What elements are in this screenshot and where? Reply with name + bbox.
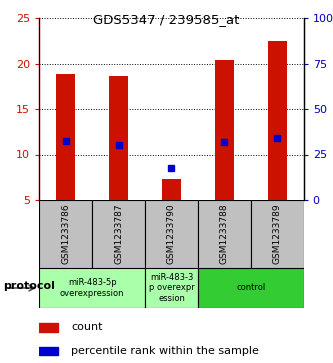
Text: GSM1233787: GSM1233787 [114, 204, 123, 264]
Bar [198, 268, 304, 308]
Bar [109, 76, 128, 200]
Bar [145, 200, 198, 268]
Bar [39, 323, 58, 331]
Text: GSM1233786: GSM1233786 [61, 204, 70, 264]
Text: GSM1233790: GSM1233790 [167, 204, 176, 264]
Bar [198, 200, 251, 268]
Bar [57, 74, 75, 200]
Text: miR-483-3
p overexpr
ession: miR-483-3 p overexpr ession [149, 273, 194, 303]
Bar [162, 179, 181, 200]
Bar [39, 268, 145, 308]
Bar [251, 200, 304, 268]
Bar [268, 41, 286, 200]
Bar [145, 268, 198, 308]
Text: GSM1233789: GSM1233789 [273, 204, 282, 264]
Text: count: count [71, 322, 103, 332]
Text: percentile rank within the sample: percentile rank within the sample [71, 346, 259, 356]
Text: protocol: protocol [3, 281, 55, 291]
Bar [39, 347, 58, 355]
Text: miR-483-5p
overexpression: miR-483-5p overexpression [60, 278, 125, 298]
Text: control: control [236, 284, 265, 293]
Bar [92, 200, 145, 268]
Text: GDS5347 / 239585_at: GDS5347 / 239585_at [93, 13, 240, 26]
Bar [215, 60, 234, 200]
Text: GSM1233788: GSM1233788 [220, 204, 229, 264]
Bar [39, 200, 92, 268]
